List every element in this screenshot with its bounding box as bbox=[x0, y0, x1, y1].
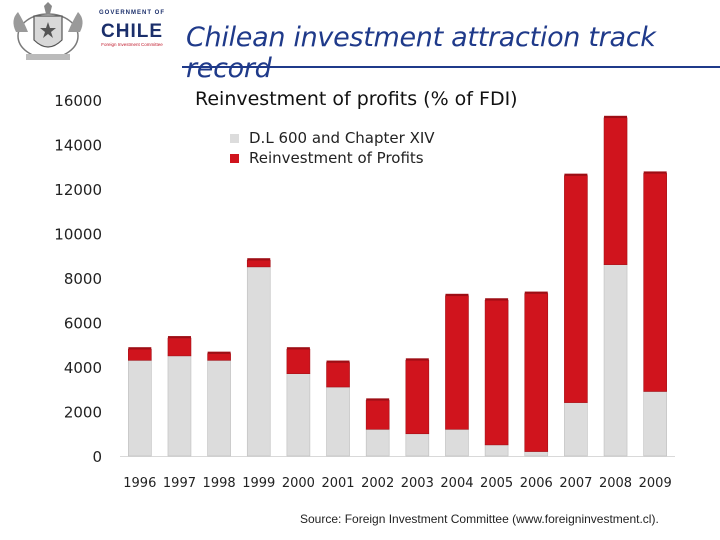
y-tick-label: 16000 bbox=[54, 92, 102, 110]
bar-segment-reinvestment bbox=[286, 348, 311, 374]
bar-segment-reinvestment bbox=[445, 295, 469, 430]
bar-segment-reinvestment bbox=[564, 175, 588, 403]
x-tick-label: 2005 bbox=[480, 476, 513, 491]
source-note: Source: Foreign Investment Committee (ww… bbox=[300, 512, 659, 526]
bar-segment-dl600 bbox=[643, 391, 667, 457]
legend-label-gray: D.L 600 and Chapter XIV bbox=[249, 129, 435, 147]
bar-top-cap bbox=[207, 351, 231, 354]
gov-line1: GOVERNMENT OF bbox=[98, 10, 165, 16]
bar-segment-reinvestment bbox=[524, 293, 549, 452]
y-tick-label: 6000 bbox=[64, 315, 102, 333]
bar-segment-dl600 bbox=[286, 373, 311, 457]
bar-segment-dl600 bbox=[167, 355, 192, 457]
bar-top-cap bbox=[405, 358, 429, 361]
x-tick-label: 2003 bbox=[401, 476, 434, 491]
y-tick-label: 2000 bbox=[64, 404, 102, 422]
bar-segment-dl600 bbox=[564, 402, 588, 457]
bar-segment-dl600 bbox=[207, 360, 231, 457]
bar-top-cap bbox=[643, 171, 667, 174]
bar-segment-dl600 bbox=[603, 264, 628, 457]
x-tick-label: 2006 bbox=[520, 476, 553, 491]
bar-top-cap bbox=[128, 347, 152, 350]
bar-segment-reinvestment bbox=[167, 337, 192, 357]
bar-top-cap bbox=[604, 115, 628, 118]
gov-line2: CHILE bbox=[101, 21, 163, 42]
x-tick-label: 2008 bbox=[599, 476, 632, 491]
chart-title: Reinvestment of profits (% of FDI) bbox=[195, 88, 518, 110]
x-tick-label: 2000 bbox=[282, 476, 315, 491]
bar-segment-dl600 bbox=[365, 428, 390, 457]
y-tick-label: 0 bbox=[92, 448, 102, 466]
legend-label-red: Reinvestment of Profits bbox=[249, 149, 424, 167]
bar-segment-dl600 bbox=[524, 451, 549, 457]
legend-item-red: Reinvestment of Profits bbox=[230, 148, 435, 168]
bar-top-cap bbox=[445, 293, 469, 296]
x-tick-label: 1999 bbox=[242, 476, 275, 491]
bar-segment-dl600 bbox=[326, 386, 350, 457]
bar-segment-dl600 bbox=[445, 428, 469, 457]
x-tick-label: 2007 bbox=[559, 476, 592, 491]
x-tick-label: 1996 bbox=[123, 476, 156, 491]
x-tick-label: 2004 bbox=[440, 476, 473, 491]
legend-swatch-red bbox=[230, 153, 239, 163]
bar-segment-reinvestment bbox=[326, 362, 350, 388]
bar-top-cap bbox=[564, 173, 588, 176]
bar-top-cap bbox=[247, 258, 271, 261]
legend-item-gray: D.L 600 and Chapter XIV bbox=[230, 128, 435, 148]
government-wordmark: GOVERNMENT OF CHILE Foreign Investment C… bbox=[92, 10, 172, 47]
bar-segment-reinvestment bbox=[128, 348, 152, 361]
x-tick-label: 2009 bbox=[639, 476, 672, 491]
legend-swatch-gray bbox=[230, 133, 239, 143]
y-tick-label: 8000 bbox=[64, 270, 102, 288]
page-title: Chilean investment attraction track reco… bbox=[186, 22, 656, 84]
header: GOVERNMENT OF CHILE Foreign Investment C… bbox=[0, 0, 720, 84]
chart-legend: D.L 600 and Chapter XIV Reinvestment of … bbox=[230, 128, 435, 168]
bar-segment-reinvestment bbox=[246, 259, 271, 268]
bar-segment-dl600 bbox=[405, 433, 430, 457]
bar-segment-reinvestment bbox=[207, 353, 231, 361]
bar-top-cap bbox=[286, 347, 310, 350]
y-tick-label: 14000 bbox=[54, 137, 102, 155]
bar-top-cap bbox=[524, 291, 548, 294]
bar-segment-reinvestment bbox=[643, 173, 667, 392]
bar-segment-reinvestment bbox=[405, 360, 430, 435]
y-tick-label: 12000 bbox=[54, 181, 102, 199]
bar-top-cap bbox=[326, 360, 350, 363]
x-tick-label: 1998 bbox=[203, 476, 236, 491]
bar-top-cap bbox=[167, 336, 191, 339]
title-divider bbox=[182, 66, 720, 68]
gov-line3: Foreign Investment Committee bbox=[101, 42, 163, 47]
bar-segment-reinvestment bbox=[365, 400, 390, 430]
bar-top-cap bbox=[366, 398, 390, 401]
x-tick-label: 2002 bbox=[361, 476, 394, 491]
bar-segment-dl600 bbox=[484, 444, 509, 457]
y-tick-label: 4000 bbox=[64, 359, 102, 377]
y-tick-label: 10000 bbox=[54, 226, 102, 244]
bar-segment-dl600 bbox=[128, 360, 152, 457]
bar-top-cap bbox=[485, 298, 509, 301]
x-tick-label: 1997 bbox=[163, 476, 196, 491]
x-tick-label: 2001 bbox=[321, 476, 354, 491]
bar-segment-reinvestment bbox=[603, 117, 628, 265]
bar-segment-dl600 bbox=[246, 266, 271, 457]
coat-of-arms-icon bbox=[13, 2, 83, 60]
bar-segment-reinvestment bbox=[484, 299, 509, 446]
